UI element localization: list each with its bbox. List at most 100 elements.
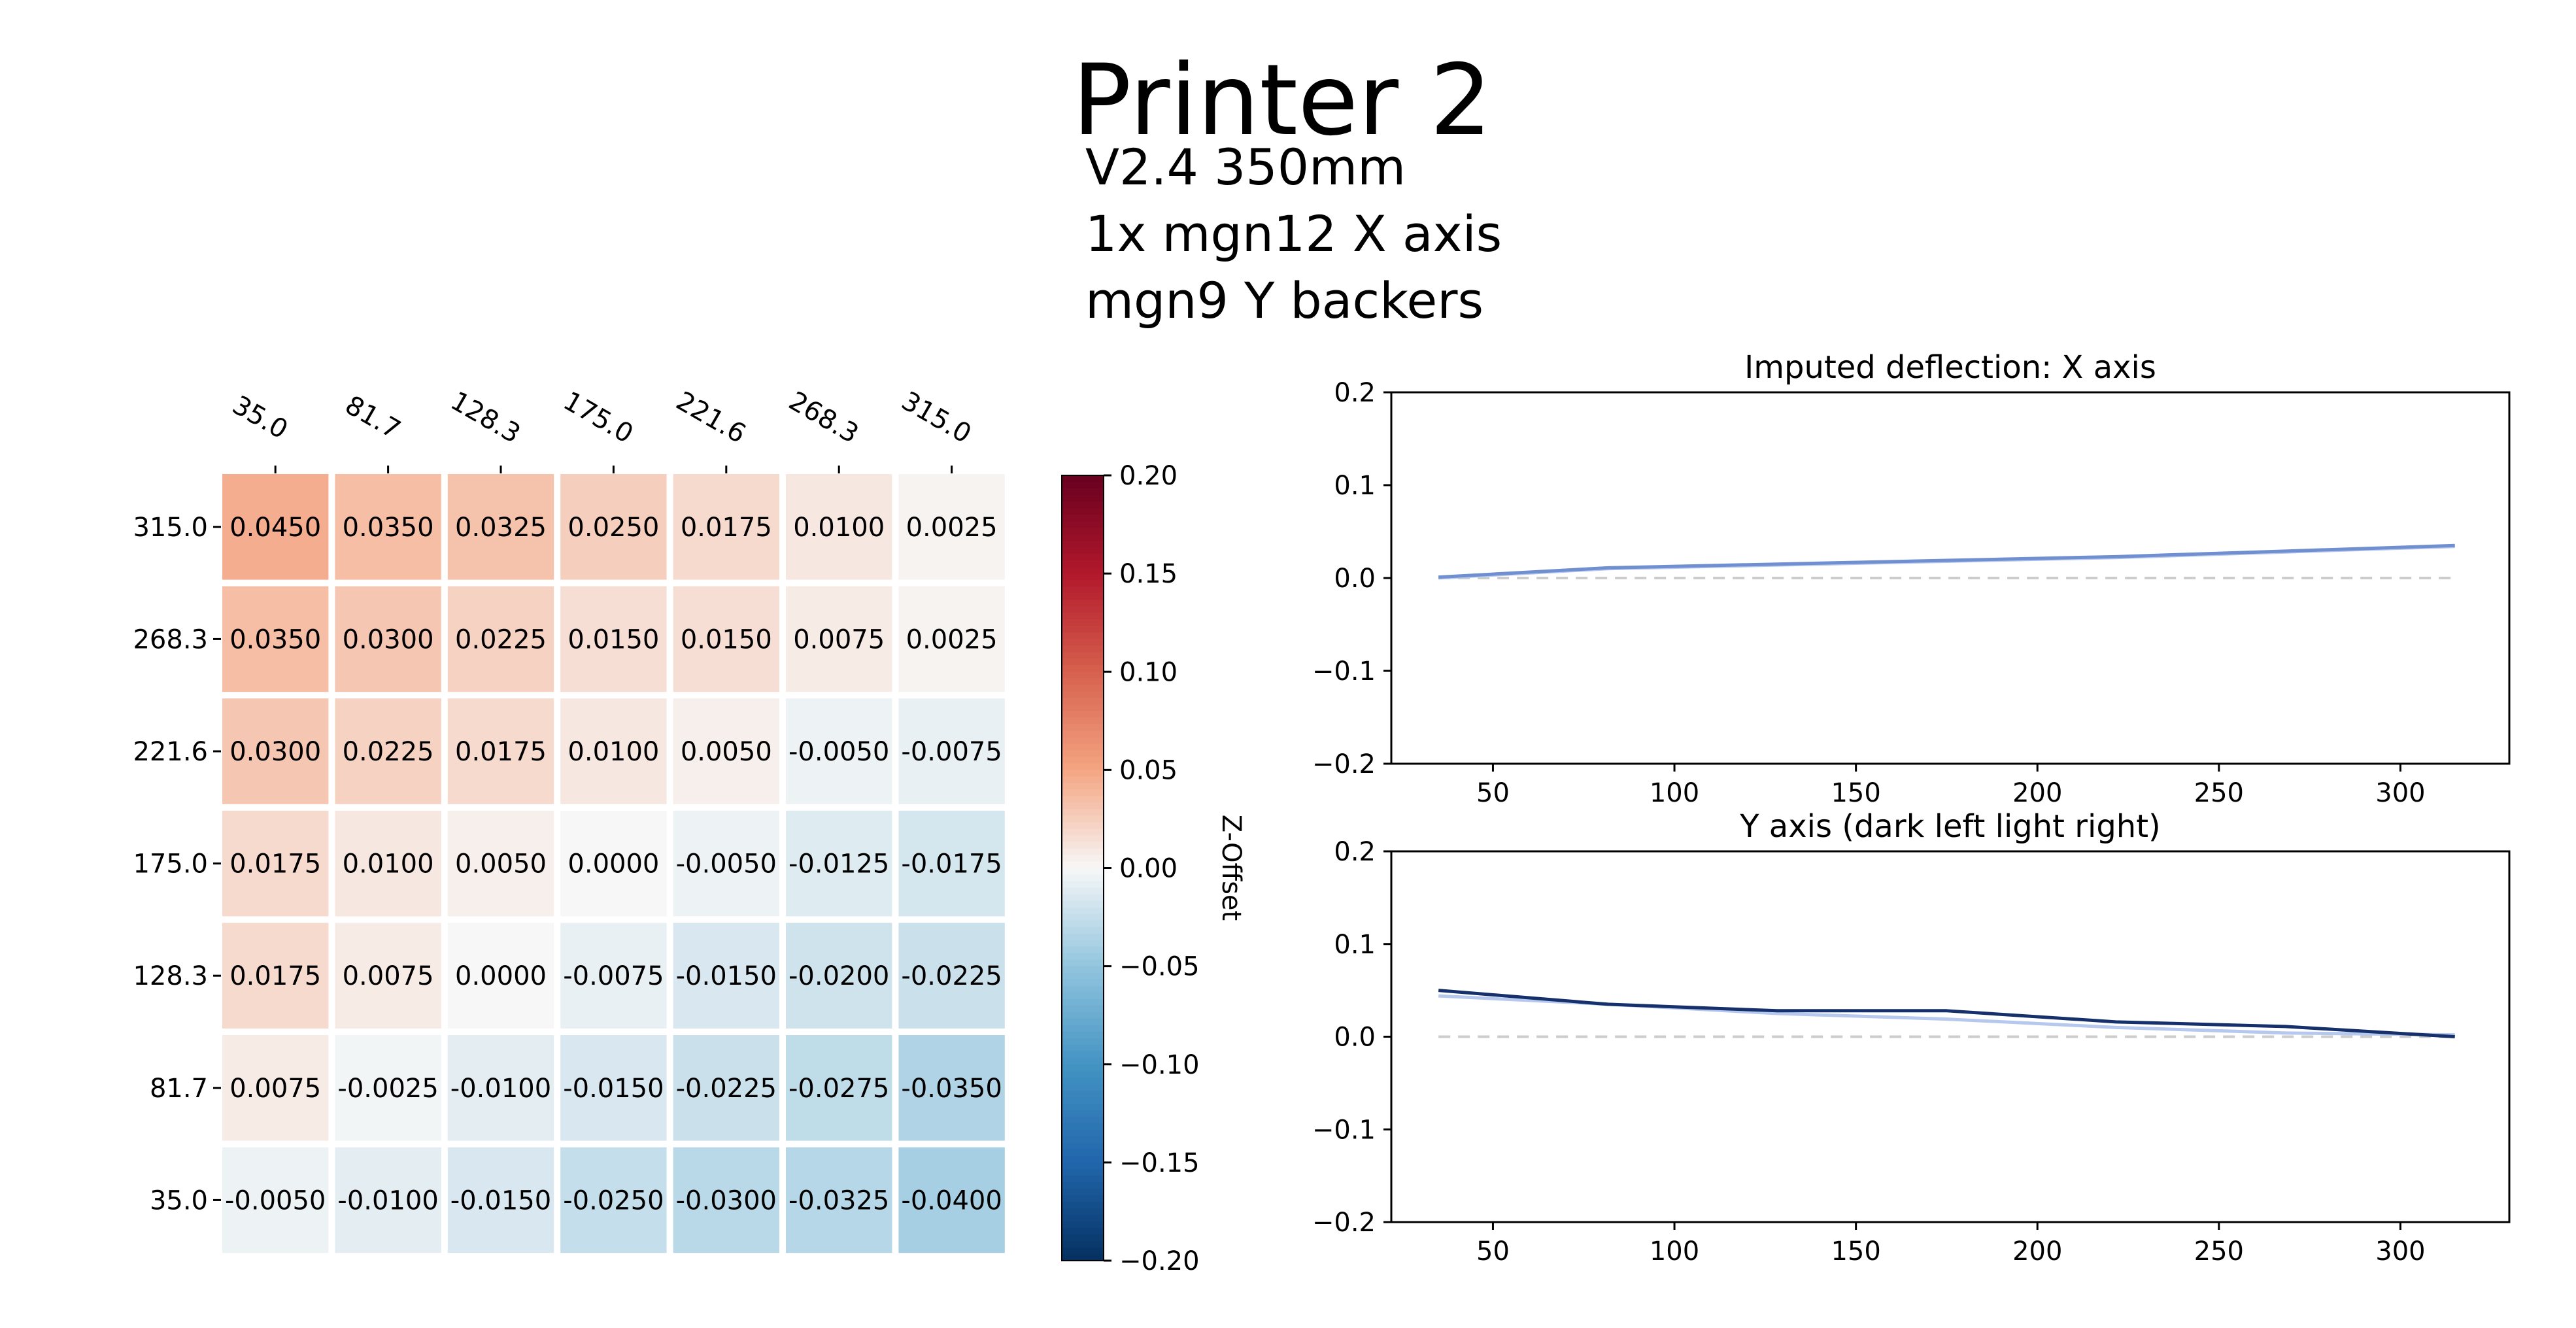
colorbar-segment <box>1062 835 1104 843</box>
colorbar-segment <box>1062 711 1104 719</box>
x-tick-label: 50 <box>1476 778 1510 808</box>
heatmap-cell <box>898 810 1005 917</box>
subtitle-line-1: V2.4 350mm <box>1085 138 1406 196</box>
colorbar-segment <box>1062 763 1104 771</box>
heatmap-cell <box>560 474 667 580</box>
heatmap-cell-label: -0.0050 <box>788 737 889 767</box>
heatmap-cell-label: 0.0175 <box>455 737 547 767</box>
colorbar-tick-label: 0.10 <box>1119 657 1178 687</box>
colorbar-segment <box>1062 547 1104 555</box>
colorbar-segment <box>1062 750 1104 758</box>
colorbar-segment <box>1062 1038 1104 1046</box>
heatmap-cell-label: 0.0225 <box>455 624 547 655</box>
colorbar-segment <box>1062 1090 1104 1098</box>
colorbar-segment <box>1062 1025 1104 1032</box>
heatmap-x-tick-label: 175.0 <box>558 386 638 449</box>
heatmap-cell-label: 0.0300 <box>229 737 321 767</box>
colorbar-segment <box>1062 933 1104 941</box>
heatmap-cell-label: -0.0050 <box>225 1185 326 1216</box>
heatmap-cell-label: -0.0100 <box>337 1185 438 1216</box>
heatmap-cell <box>560 586 667 692</box>
colorbar-segment <box>1062 645 1104 653</box>
colorbar-segment <box>1062 874 1104 882</box>
page-title: Printer 2 <box>1072 44 1492 158</box>
heatmap-cell-label: 0.0150 <box>681 624 772 655</box>
colorbar-segment <box>1062 580 1104 588</box>
colorbar-segment <box>1062 1227 1104 1235</box>
colorbar-segment <box>1062 796 1104 804</box>
heatmap-cell-label: -0.0225 <box>901 961 1002 991</box>
heatmap-cell-label: 0.0350 <box>229 624 321 655</box>
colorbar-segment <box>1062 809 1104 817</box>
colorbar-segment <box>1062 770 1104 777</box>
heatmap-plot: 0.0450 0.0350 0.0325 0.0250 0.0175 0.0100 0.00… <box>133 386 1005 1253</box>
heatmap-cell <box>898 474 1005 580</box>
heatmap-y-tick-label: 81.7 <box>150 1074 208 1104</box>
x-tick-label: 50 <box>1476 1236 1510 1267</box>
colorbar-segment <box>1062 1142 1104 1150</box>
heatmap-cell <box>447 1147 554 1253</box>
colorbar-segment <box>1062 1168 1104 1176</box>
colorbar-segment <box>1062 495 1104 503</box>
colorbar-segment <box>1062 567 1104 575</box>
heatmap-cell-label: -0.0150 <box>563 1074 664 1104</box>
colorbar-segment <box>1062 632 1104 640</box>
heatmap-cell-label: -0.0150 <box>676 961 777 991</box>
colorbar-segment <box>1062 508 1104 516</box>
heatmap-cell <box>898 586 1005 692</box>
y-tick-label: 0.0 <box>1334 564 1376 594</box>
heatmap-cell <box>560 923 667 1029</box>
heatmap-cell-label: 0.0300 <box>343 624 434 655</box>
colorbar-segment <box>1062 1044 1104 1052</box>
heatmap-cell-label: 0.0175 <box>229 849 321 879</box>
heatmap-cell <box>786 810 892 917</box>
heatmap-cell <box>335 586 441 692</box>
colorbar-segment <box>1062 593 1104 601</box>
heatmap-cell <box>898 1147 1005 1253</box>
heatmap-cell-label: -0.0200 <box>788 961 889 991</box>
heatmap-cell <box>335 698 441 804</box>
heatmap-x-tick-label: 221.6 <box>671 386 751 449</box>
colorbar-segment <box>1062 1214 1104 1222</box>
heatmap-cell-label: 0.0450 <box>229 513 321 543</box>
heatmap-cell-label: -0.0400 <box>901 1185 1002 1216</box>
colorbar-segment <box>1062 606 1104 614</box>
heatmap-cell <box>222 586 329 692</box>
colorbar-segment <box>1062 475 1104 483</box>
heatmap-x-tick-label: 128.3 <box>445 386 525 449</box>
colorbar-segment <box>1062 1162 1104 1170</box>
colorbar-segment <box>1062 482 1104 490</box>
heatmap-cell <box>673 810 779 917</box>
colorbar-segment <box>1062 966 1104 974</box>
heatmap-cell <box>447 1035 554 1141</box>
x-deflection-plot: Imputed deflection: X axis 50 100 150 200 250… <box>1312 349 2511 808</box>
heatmap-cell <box>898 923 1005 1029</box>
colorbar-segment <box>1062 855 1104 862</box>
y-deflection-plot: Y axis (dark left light right) 50 100 150 20… <box>1312 808 2511 1267</box>
colorbar-segment <box>1062 724 1104 732</box>
heatmap-y-tick-label: 175.0 <box>133 849 208 879</box>
x-tick-label: 250 <box>2194 778 2244 808</box>
heatmap-cell <box>335 1147 441 1253</box>
y-tick-label: −0.1 <box>1312 656 1376 687</box>
heatmap-cell <box>560 1147 667 1253</box>
heatmap-cell-label: -0.0100 <box>450 1074 551 1104</box>
colorbar-segment <box>1062 1083 1104 1091</box>
x-tick-label: 300 <box>2375 778 2425 808</box>
heatmap-cell <box>335 810 441 917</box>
heatmap-cell <box>222 810 329 917</box>
colorbar-segment <box>1062 743 1104 751</box>
heatmap-cell <box>786 586 892 692</box>
heatmap-cell-label: -0.0125 <box>788 849 889 879</box>
x-tick-label: 200 <box>2012 778 2062 808</box>
colorbar-segment <box>1062 658 1104 666</box>
colorbar-segment <box>1062 1195 1104 1202</box>
colorbar-segment <box>1062 1188 1104 1196</box>
colorbar-segment <box>1062 678 1104 686</box>
colorbar-segment <box>1062 776 1104 784</box>
y-tick-label: 0.1 <box>1334 930 1376 960</box>
heatmap-cell <box>222 474 329 580</box>
heatmap-cell <box>222 1035 329 1141</box>
colorbar-segment <box>1062 541 1104 549</box>
colorbar-segment <box>1062 534 1104 542</box>
